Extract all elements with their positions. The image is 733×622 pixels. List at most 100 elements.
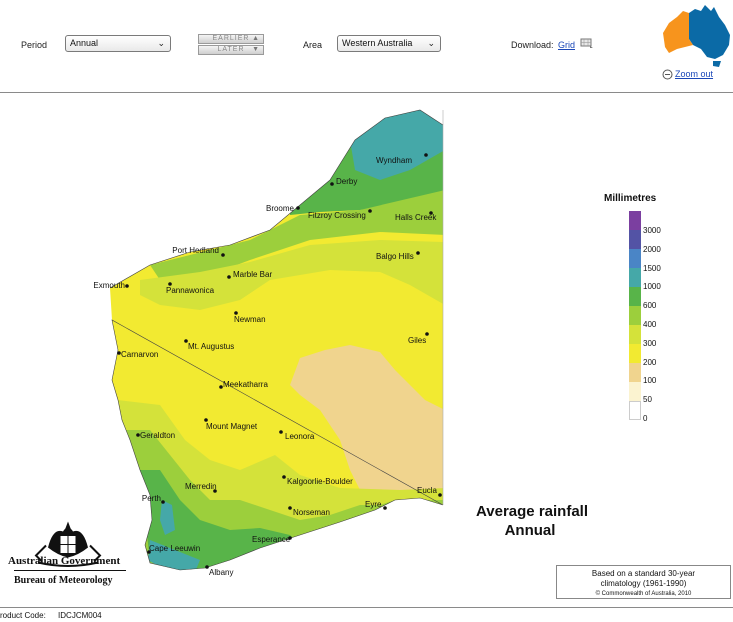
place-marker <box>288 506 292 510</box>
legend-swatch <box>629 401 641 420</box>
header-divider <box>0 92 733 93</box>
place-label: Geraldton <box>140 431 175 440</box>
place-marker <box>204 418 208 422</box>
place-marker <box>383 506 387 510</box>
info-line-1: Based on a standard 30-year <box>591 569 696 578</box>
legend-tick-label: 1000 <box>643 282 661 292</box>
area-select[interactable]: Western Australia ⌄ <box>337 35 441 52</box>
place-marker <box>219 385 223 389</box>
legend-swatch <box>629 230 641 249</box>
legend-swatch <box>629 268 641 287</box>
place-label: Kalgoorlie-Boulder <box>287 477 353 486</box>
earlier-button[interactable]: EARLIER ▲ <box>198 34 264 44</box>
place-label: Balgo Hills <box>376 252 414 261</box>
period-select[interactable]: Annual ⌄ <box>65 35 171 52</box>
footer-divider <box>0 607 733 608</box>
place-markers: Wyndham Derby Broome Fitzroy Crossing Halls … <box>93 153 442 577</box>
place-marker <box>288 536 292 540</box>
zone-perth-hills <box>160 500 175 535</box>
place-label: Mount Magnet <box>206 422 258 431</box>
legend-tick-label: 3000 <box>643 226 661 235</box>
place-marker <box>147 550 151 554</box>
rainfall-map: Wyndham Derby Broome Fitzroy Crossing Halls … <box>93 109 444 577</box>
place-label: Halls Creek <box>395 213 437 222</box>
place-marker <box>438 493 442 497</box>
grid-download-link[interactable]: Grid <box>558 40 576 50</box>
place-marker <box>227 275 231 279</box>
legend-tick-label: 400 <box>643 320 657 329</box>
zoom-out-link[interactable]: Zoom out <box>675 69 714 79</box>
zone-600-1000-south <box>140 470 300 570</box>
legend-tick-label: 50 <box>643 395 652 405</box>
place-label: Meekatharra <box>223 380 268 389</box>
zoom-out-icon[interactable] <box>662 69 673 80</box>
legend-title: Millimetres <box>604 193 657 204</box>
place-marker <box>282 475 286 479</box>
area-select-value: Western Australia <box>342 38 413 48</box>
place-label: Mt. Augustus <box>188 342 234 351</box>
place-label: Newman <box>234 315 266 324</box>
rainfall-zones <box>110 110 443 570</box>
zone-300-400-north <box>140 240 443 310</box>
later-button[interactable]: LATER ▼ <box>198 45 264 55</box>
place-label: Port Hedland <box>172 246 219 255</box>
earlier-button-label: EARLIER <box>212 35 250 42</box>
coastline <box>109 109 444 571</box>
place-label: Cape Leeuwin <box>149 544 200 553</box>
place-marker <box>221 253 225 257</box>
australia-locator-map[interactable] <box>661 3 733 67</box>
legend-swatch <box>629 306 641 325</box>
legend-tick-label: 200 <box>643 357 657 367</box>
place-label: Eyre <box>365 500 382 509</box>
place-label: Eucla <box>417 486 438 495</box>
place-marker <box>368 209 372 213</box>
zone-100-200 <box>290 345 443 490</box>
legend-swatch <box>629 211 641 230</box>
map-title: Average rainfall <box>476 503 588 520</box>
logo-government-text: Australian Government <box>8 555 121 567</box>
product-code-value: IDCJCM004 <box>58 611 102 620</box>
legend-swatch <box>629 249 641 268</box>
legend-swatch <box>629 325 641 344</box>
place-label: Norseman <box>293 508 330 517</box>
place-marker <box>234 311 238 315</box>
zone-1000-1500-south <box>148 540 200 570</box>
legend-tick-label: 300 <box>643 338 657 348</box>
later-button-label: LATER <box>217 46 245 53</box>
place-label: Marble Bar <box>233 270 272 279</box>
chevron-down-icon: ⌄ <box>157 38 165 48</box>
place-label: Fitzroy Crossing <box>308 211 366 220</box>
legend-swatch <box>629 287 641 306</box>
place-label: Broome <box>266 204 295 213</box>
place-marker <box>424 153 428 157</box>
place-marker <box>168 282 172 286</box>
place-marker <box>279 430 283 434</box>
place-label: Pannawonica <box>166 286 215 295</box>
period-select-value: Annual <box>70 38 99 48</box>
place-marker <box>429 211 433 215</box>
place-label: Carnarvon <box>121 350 158 359</box>
place-marker <box>161 500 165 504</box>
place-marker <box>330 182 334 186</box>
place-label: Derby <box>336 177 357 186</box>
place-label: Leonora <box>285 432 315 441</box>
place-label: Giles <box>408 336 426 345</box>
product-code-label: roduct Code: <box>0 611 46 620</box>
legend-tick-label: 100 <box>643 376 657 386</box>
info-line-2: climatology (1961-1990) <box>600 579 687 588</box>
place-marker <box>213 489 217 493</box>
place-marker <box>117 351 121 355</box>
place-label: Wyndham <box>376 156 412 165</box>
product-code: roduct Code: IDCJCM004 <box>0 611 102 620</box>
download-label: Download: <box>511 40 554 50</box>
grid-download-icon[interactable] <box>580 38 594 49</box>
map-subtitle: Annual <box>504 522 556 539</box>
period-label: Period <box>21 40 48 50</box>
area-label: Area <box>303 40 323 50</box>
place-label: Merredin <box>185 482 217 491</box>
chevron-down-icon: ▼ <box>252 46 260 53</box>
place-label: Perth <box>142 494 161 503</box>
legend-tick-label: 2000 <box>643 244 661 254</box>
legend-tick-label: 0 <box>643 414 648 423</box>
place-marker <box>425 332 429 336</box>
